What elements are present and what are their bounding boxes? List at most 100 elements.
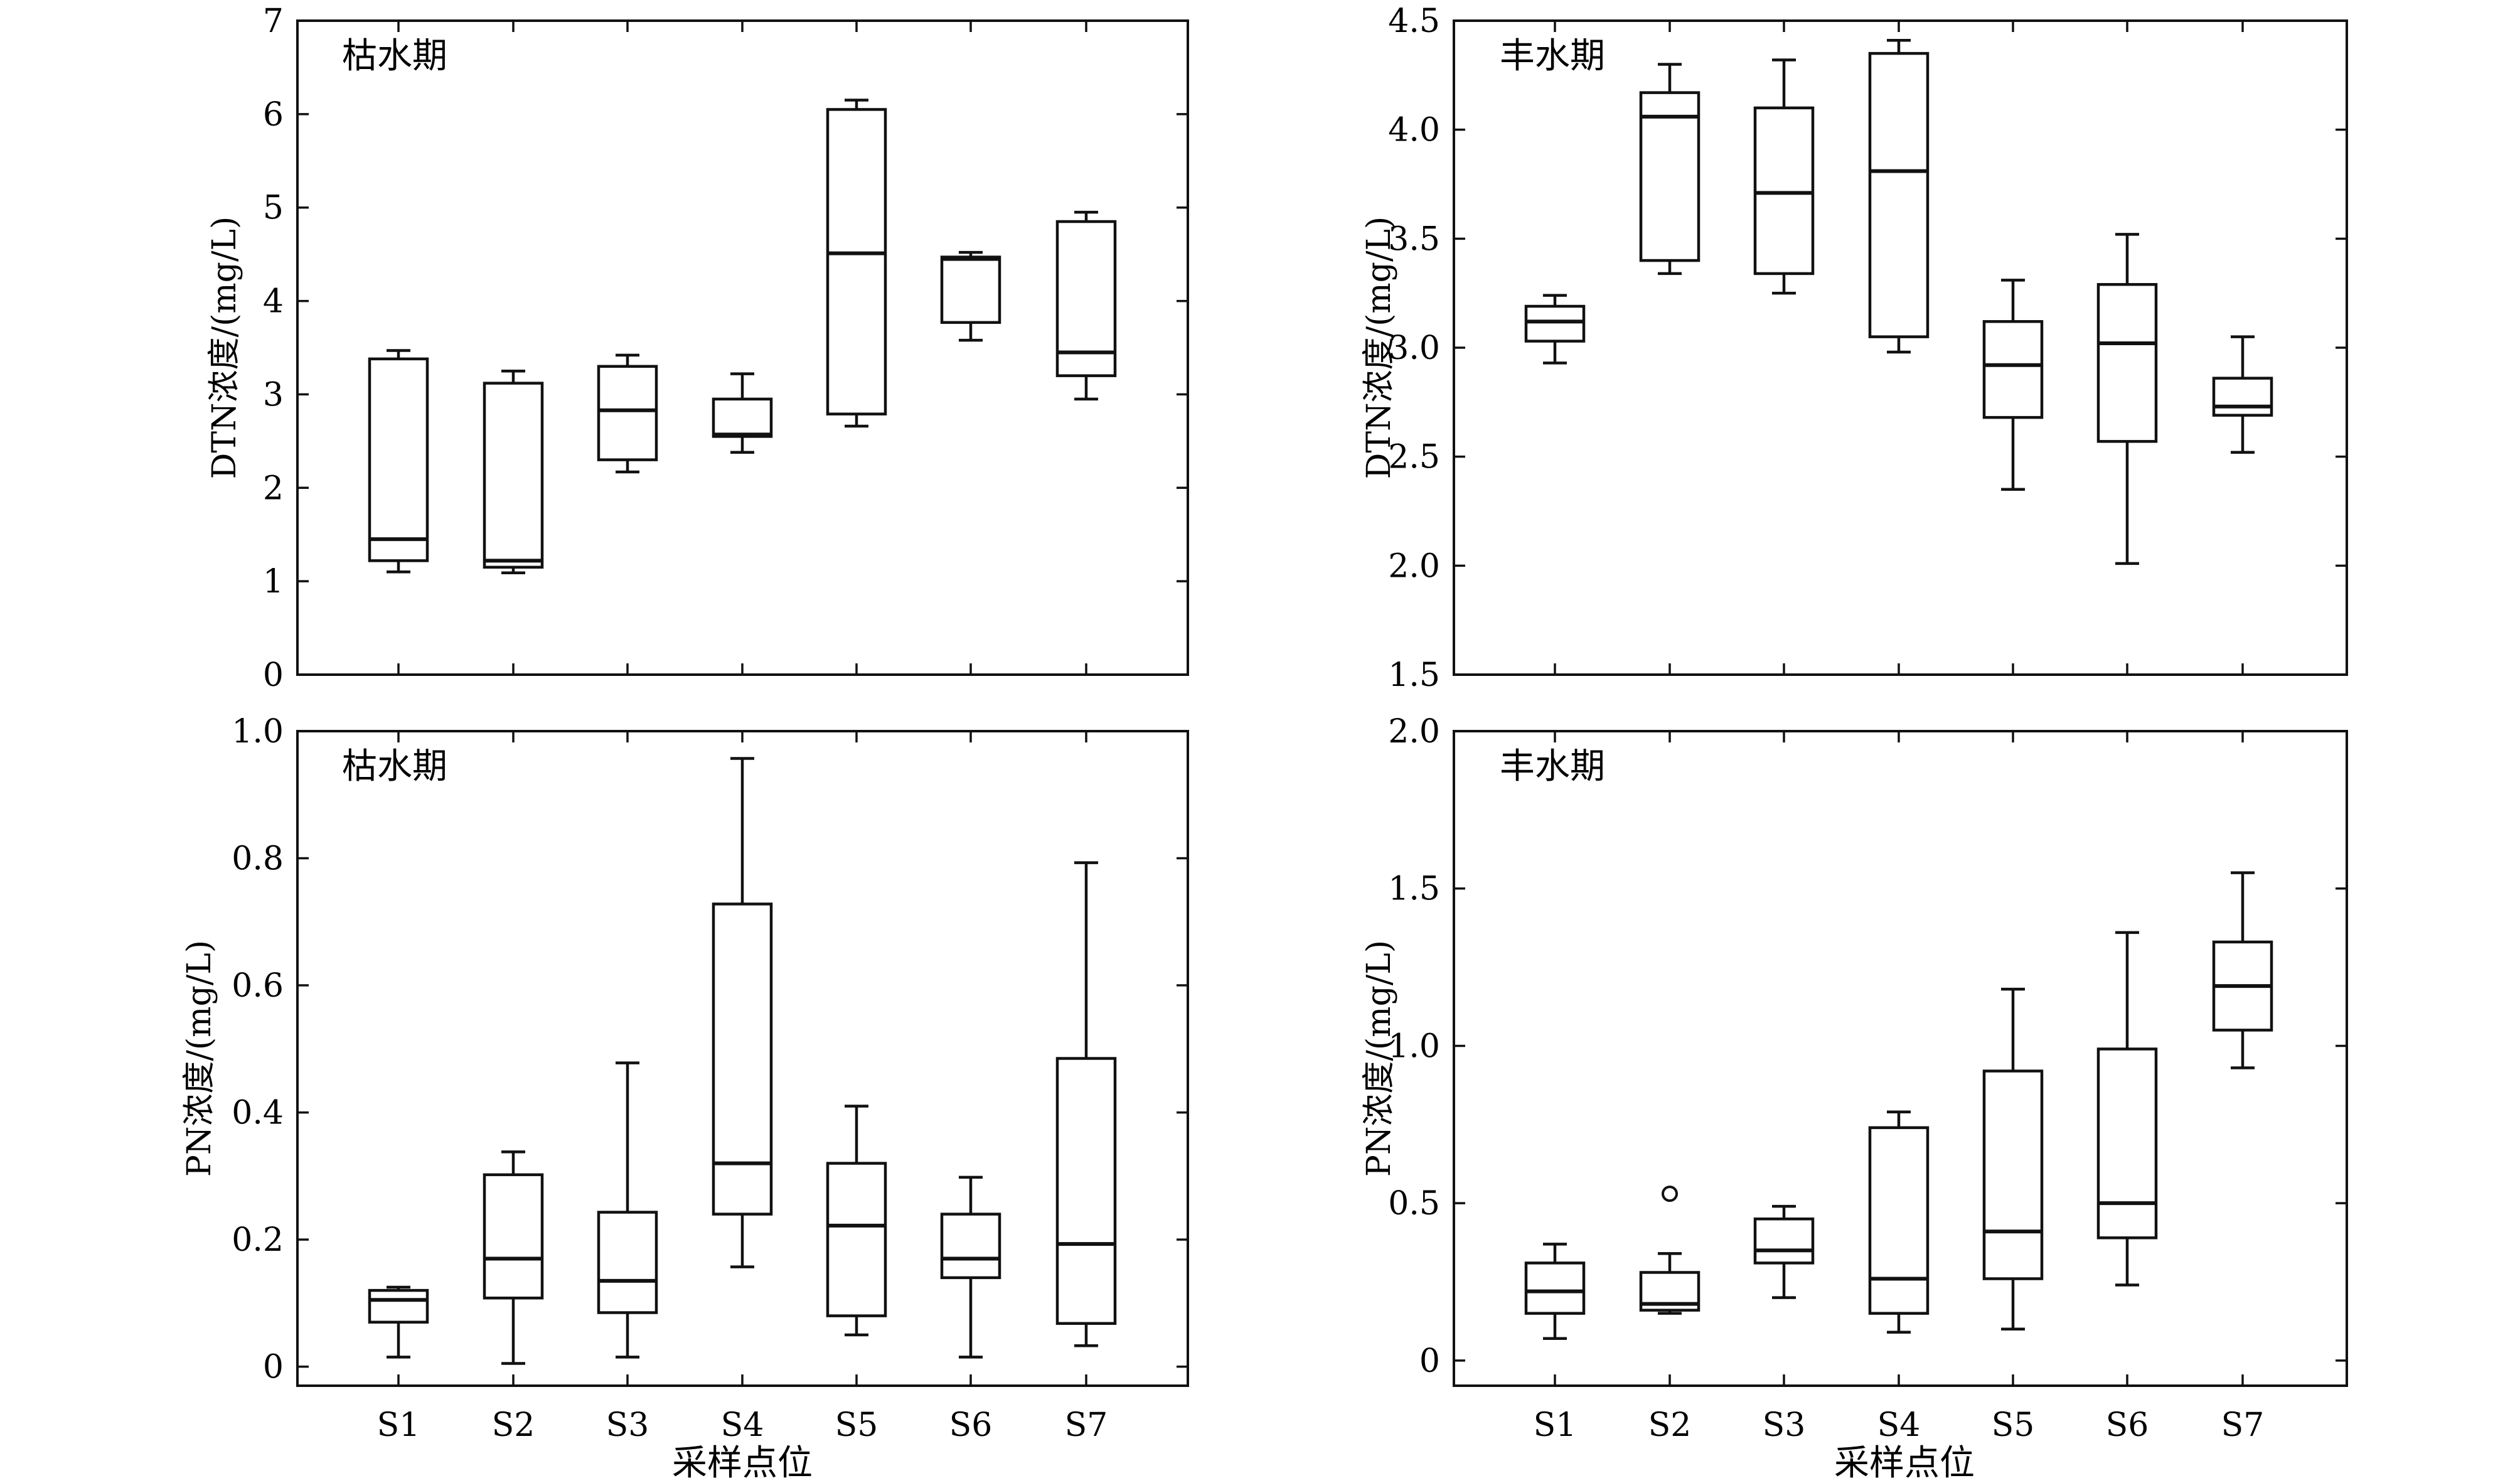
y-tick-label: 6 (263, 96, 284, 134)
iqr-box (1982, 320, 2044, 419)
plot-frame (296, 19, 1189, 676)
iqr-box (1524, 304, 1586, 343)
y-tick-label: 1 (263, 563, 284, 601)
box-S5 (826, 99, 887, 428)
y-axis-label: PN浓度/(mg/L) (1360, 940, 1398, 1177)
box-S1 (368, 1285, 429, 1359)
box-S5 (1982, 279, 2044, 491)
x-tick-label: S4 (721, 1406, 764, 1444)
y-tick-label: 2.5 (1388, 439, 1440, 476)
x-tick-label: S6 (949, 1406, 993, 1444)
box-S2 (483, 1150, 544, 1365)
box-S2 (1639, 63, 1700, 276)
iqr-box (1753, 106, 1815, 276)
box-S3 (597, 353, 658, 474)
y-axis-label: DTN浓度/(mg/L) (1360, 217, 1398, 479)
iqr-box (940, 255, 1001, 324)
iqr-box (940, 1213, 1001, 1280)
box-S4 (1868, 1110, 1930, 1334)
y-tick-label: 2 (263, 469, 284, 507)
iqr-box (597, 365, 658, 461)
x-axis-title-right: 采样点位 (1834, 1443, 1975, 1483)
x-tick-label: S4 (1877, 1406, 1921, 1444)
x-tick-label: S5 (835, 1406, 878, 1444)
iqr-box (1639, 91, 1700, 262)
box-S7 (2212, 335, 2273, 454)
x-tick-label: S7 (2221, 1406, 2265, 1444)
y-tick-label: 1.5 (1388, 656, 1440, 694)
y-tick-label: 1.0 (232, 713, 284, 751)
iqr-box (368, 1288, 429, 1324)
iqr-box (1524, 1261, 1586, 1315)
iqr-box (826, 1162, 887, 1317)
y-tick-label: 0 (1419, 1342, 1440, 1380)
x-axis-title-left: 采样点位 (672, 1443, 813, 1483)
box-S5 (1982, 987, 2044, 1330)
box-S3 (1753, 58, 1815, 295)
y-tick-label: 0 (263, 656, 284, 694)
box-S7 (1055, 210, 1117, 401)
y-tick-label: 0.2 (232, 1221, 284, 1259)
iqr-box (1055, 220, 1117, 377)
iqr-box (483, 382, 544, 569)
plot-frame (1453, 730, 2348, 1387)
panel-pn-wet-season: 0 0.5 1.0 1.5 2.0 S1 S2 S3 S4 S5 S6 S7 丰水期 PN浓度/(mg/L… (1360, 713, 2348, 1444)
box-S1 (368, 349, 429, 574)
iqr-box (1868, 51, 1930, 338)
iqr-box (1868, 1126, 1930, 1315)
iqr-box (368, 357, 429, 562)
y-tick-label: 4 (263, 283, 284, 321)
panel-pn-dry-season: 0 0.2 0.4 0.6 0.8 1.0 S1 S2 S3 S4 S5 S6 S7 枯水期 PN浓度/(m… (181, 713, 1189, 1444)
x-tick-label: S3 (1763, 1406, 1806, 1444)
y-tick-label: 0.6 (232, 967, 284, 1005)
x-tick-label: S7 (1065, 1406, 1108, 1444)
box-S4 (712, 372, 773, 454)
iqr-box (483, 1173, 544, 1300)
y-axis-label: PN浓度/(mg/L) (181, 940, 218, 1177)
y-tick-label: 3 (263, 376, 284, 414)
y-tick-label: 4.5 (1388, 3, 1440, 40)
box-S1 (1524, 294, 1586, 365)
y-tick-label: 0.8 (232, 840, 284, 878)
y-tick-label: 3.0 (1388, 329, 1440, 367)
y-tick-label: 1.5 (1388, 870, 1440, 908)
x-tick-label: S3 (606, 1406, 649, 1444)
box-S6 (2096, 233, 2158, 565)
box-S2 (1639, 1186, 1700, 1315)
y-axis-label: DTN浓度/(mg/L) (206, 217, 243, 479)
box-S4 (712, 757, 773, 1268)
y-tick-label: 3.5 (1388, 220, 1440, 258)
box-S6 (940, 250, 1001, 342)
iqr-box (712, 902, 773, 1216)
box-S6 (2096, 931, 2158, 1287)
panel-dtn-dry-season: 0 1 2 3 4 5 6 7 枯水期 DTN浓度/(mg/L) (206, 3, 1189, 694)
outlier-point (1662, 1186, 1678, 1202)
x-tick-label: S1 (1534, 1406, 1577, 1444)
y-tick-label: 0.4 (232, 1095, 284, 1132)
box-S7 (1055, 861, 1117, 1347)
x-tick-label: S2 (1648, 1406, 1692, 1444)
box-S3 (597, 1061, 658, 1359)
iqr-box (712, 397, 773, 438)
panel-title: 枯水期 (342, 36, 447, 77)
box-S6 (940, 1175, 1001, 1359)
panel-title: 丰水期 (1500, 746, 1605, 787)
x-tick-label: S1 (377, 1406, 420, 1444)
box-S5 (826, 1105, 887, 1337)
box-S3 (1753, 1204, 1815, 1299)
box-S4 (1868, 39, 1930, 354)
y-tick-label: 4.0 (1388, 112, 1440, 149)
y-tick-label: 0 (263, 1349, 284, 1386)
x-tick-label: S6 (2106, 1406, 2149, 1444)
panel-title: 枯水期 (342, 746, 447, 787)
panel-title: 丰水期 (1500, 36, 1605, 77)
box-S1 (1524, 1243, 1586, 1341)
y-tick-label: 2.0 (1388, 713, 1440, 751)
box-S2 (483, 369, 544, 574)
iqr-box (1982, 1069, 2044, 1280)
box-S7 (2212, 871, 2273, 1069)
iqr-box (1753, 1217, 1815, 1265)
panel-dtn-wet-season: 1.5 2.0 2.5 3.0 3.5 4.0 4.5 丰水期 DTN浓度/(mg/L) (1360, 3, 2348, 694)
iqr-box (2096, 283, 2158, 443)
